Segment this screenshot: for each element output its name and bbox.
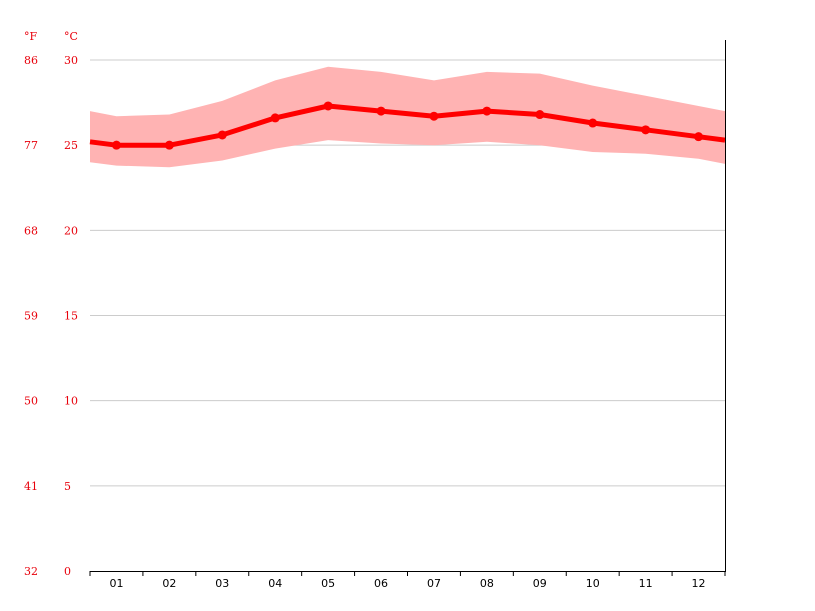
celsius-unit-label: °C	[64, 30, 78, 43]
x-tick-label-12: 12	[692, 577, 706, 590]
y-tick-fahrenheit: 41	[24, 480, 38, 493]
y-tick-fahrenheit: 86	[24, 54, 38, 67]
axis-labels: °F °C 32 0 41 5 50 10 59 15 68 20 77 25 86 30 01 02 03 04…	[24, 30, 706, 590]
x-tick-label-02: 02	[162, 577, 176, 590]
x-tick-label-05: 05	[321, 577, 335, 590]
y-tick-celsius: 0	[64, 565, 71, 578]
data-point-11	[641, 125, 651, 135]
y-tick-fahrenheit: 59	[24, 310, 38, 323]
data-point-02	[164, 140, 174, 150]
average-temperature-polyline	[89, 103, 726, 148]
fahrenheit-unit-label: °F	[24, 30, 38, 43]
axes	[89, 40, 726, 576]
data-point-12	[694, 132, 704, 142]
y-tick-celsius: 25	[64, 139, 78, 152]
y-tick-celsius: 5	[64, 480, 71, 493]
y-tick-fahrenheit: 68	[24, 224, 38, 237]
data-point-07	[429, 111, 439, 121]
data-point-04	[270, 113, 280, 123]
data-point-05	[323, 101, 333, 111]
x-tick-label-04: 04	[268, 577, 282, 590]
data-point-10	[588, 118, 598, 128]
average-temperature-line	[89, 101, 726, 150]
x-tick-label-09: 09	[533, 577, 547, 590]
x-tick-label-06: 06	[374, 577, 388, 590]
x-tick-label-01: 01	[109, 577, 123, 590]
temperature-range-band	[90, 66, 725, 168]
y-tick-fahrenheit: 77	[24, 139, 38, 152]
x-tick-label-11: 11	[639, 577, 653, 590]
x-tick-label-10: 10	[586, 577, 600, 590]
y-tick-celsius: 30	[64, 54, 78, 67]
data-point-01	[111, 140, 121, 150]
y-tick-celsius: 10	[64, 395, 78, 408]
x-tick-label-07: 07	[427, 577, 441, 590]
y-tick-fahrenheit: 50	[24, 395, 38, 408]
data-point-03	[217, 130, 227, 140]
data-point-09	[535, 110, 545, 120]
y-tick-fahrenheit: 32	[24, 565, 38, 578]
data-point-06	[376, 106, 386, 116]
y-tick-celsius: 15	[64, 310, 78, 323]
temperature-range-area	[90, 66, 725, 168]
x-tick-label-08: 08	[480, 577, 494, 590]
x-tick-label-03: 03	[215, 577, 229, 590]
y-tick-celsius: 20	[64, 224, 78, 237]
data-point-08	[482, 106, 492, 116]
